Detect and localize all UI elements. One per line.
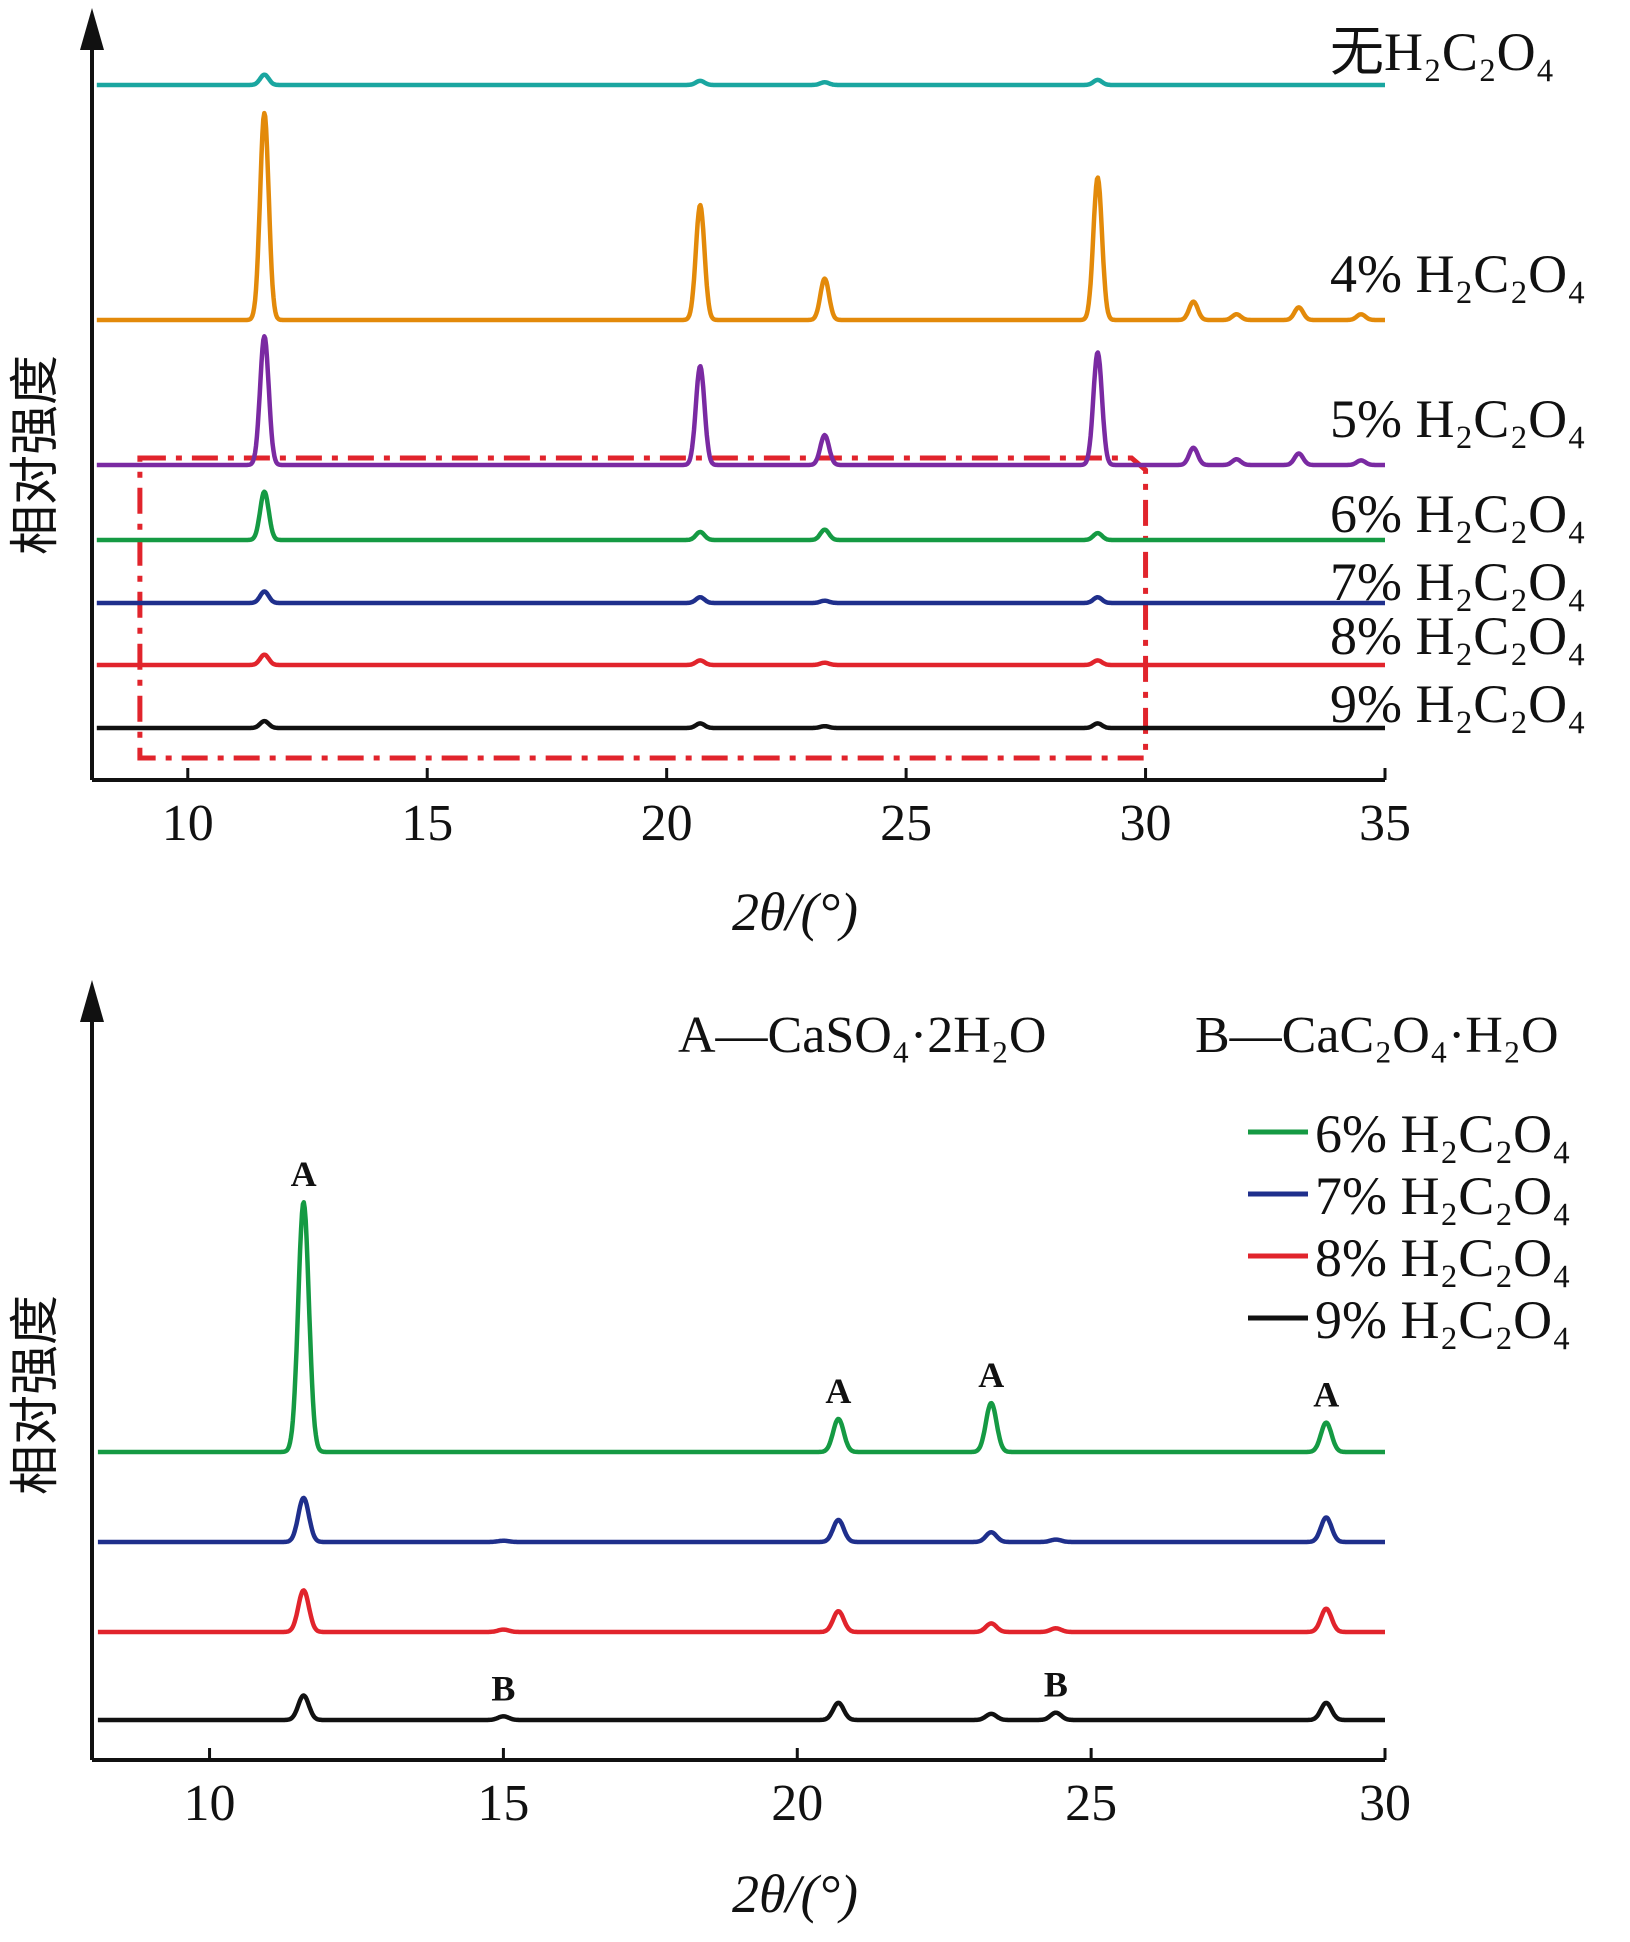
legend-label-8-h-c-o: 8% H₂C₂O₄ [1315, 1228, 1571, 1288]
phase-legend-b: B—CaC₂O₄·H₂O [1195, 1007, 1559, 1064]
top-y-axis-arrow-icon [80, 8, 104, 50]
bottom-peak-annotations: A A A A B B [291, 1154, 1340, 1708]
series-line-top-9-h-c-o [95, 718, 1387, 731]
series-line-bottom-8-h-c-o [96, 1588, 1387, 1635]
top-series-label-7-h-c-o: 7% H₂C₂O₄ [1330, 552, 1586, 612]
series-line-bottom-9-h-c-o [96, 1693, 1387, 1723]
bottom-tick-label-10: 10 [184, 1775, 236, 1832]
zoom-box-outline [137, 455, 1149, 761]
peak-label-a-2: A [978, 1355, 1004, 1395]
bottom-x-axis-label: 2θ/(°) [732, 1864, 858, 1924]
series-line-top-h-c-o [95, 72, 1387, 88]
top-tick-label-25: 25 [880, 795, 932, 852]
top-series-label-h-c-o: 无H₂C₂O₄ [1330, 22, 1555, 82]
peak-label-a-1: A [825, 1371, 851, 1411]
peak-label-a-0: A [291, 1154, 317, 1194]
bottom-y-axis-arrow-icon [80, 980, 104, 1022]
series-line-top-7-h-c-o [95, 589, 1387, 606]
series-line-top-8-h-c-o [95, 652, 1387, 668]
peak-label-a-3: A [1313, 1375, 1339, 1415]
top-x-ticks: 10 15 20 25 30 35 [162, 768, 1411, 852]
legend-label-6-h-c-o: 6% H₂C₂O₄ [1315, 1104, 1571, 1164]
series-line-bottom-7-h-c-o [96, 1495, 1387, 1545]
bottom-x-ticks: 10 15 20 25 30 [184, 1748, 1411, 1832]
top-xrd-panel: 10 15 20 25 30 35 无H₂C₂O₄ 4% H₂C₂O₄ 5% H₂C₂O₄ 6%… [6, 8, 1586, 942]
top-series-lines [95, 72, 1387, 731]
zoom-region-box [137, 455, 1149, 761]
peak-label-b-4: B [491, 1668, 515, 1708]
bottom-tick-label-30: 30 [1359, 1775, 1411, 1832]
top-series-labels: 无H₂C₂O₄ 4% H₂C₂O₄ 5% H₂C₂O₄ 6% H₂C₂O₄ 7% H₂C… [1330, 22, 1586, 734]
bottom-tick-label-20: 20 [771, 1775, 823, 1832]
series-line-top-4-h-c-o [95, 110, 1387, 323]
top-series-label-6-h-c-o: 6% H₂C₂O₄ [1330, 484, 1586, 544]
bottom-tick-label-15: 15 [477, 1775, 529, 1832]
phase-legend-a: A—CaSO₄·2H₂O [678, 1007, 1046, 1064]
series-line-bottom-6-h-c-o [96, 1200, 1387, 1455]
legend-label-9-h-c-o: 9% H₂C₂O₄ [1315, 1290, 1571, 1350]
top-tick-label-10: 10 [162, 795, 214, 852]
series-line-top-6-h-c-o [95, 489, 1387, 543]
bottom-tick-label-25: 25 [1065, 1775, 1117, 1832]
peak-label-b-5: B [1044, 1665, 1068, 1705]
top-y-axis-label: 相对强度 [6, 355, 64, 555]
legend-label-7-h-c-o: 7% H₂C₂O₄ [1315, 1166, 1571, 1226]
bottom-series-lines [96, 1200, 1387, 1723]
bottom-y-axis-label: 相对强度 [6, 1295, 64, 1495]
top-x-axis-label: 2θ/(°) [732, 882, 858, 942]
top-tick-label-20: 20 [641, 795, 693, 852]
top-tick-label-30: 30 [1120, 795, 1172, 852]
top-series-label-4-h-c-o: 4% H₂C₂O₄ [1330, 244, 1586, 304]
top-series-label-9-h-c-o: 9% H₂C₂O₄ [1330, 674, 1586, 734]
top-tick-label-35: 35 [1359, 795, 1411, 852]
series-line-top-5-h-c-o [95, 334, 1387, 468]
top-series-label-5-h-c-o: 5% H₂C₂O₄ [1330, 389, 1586, 449]
top-series-label-8-h-c-o: 8% H₂C₂O₄ [1330, 606, 1586, 666]
top-tick-label-15: 15 [401, 795, 453, 852]
